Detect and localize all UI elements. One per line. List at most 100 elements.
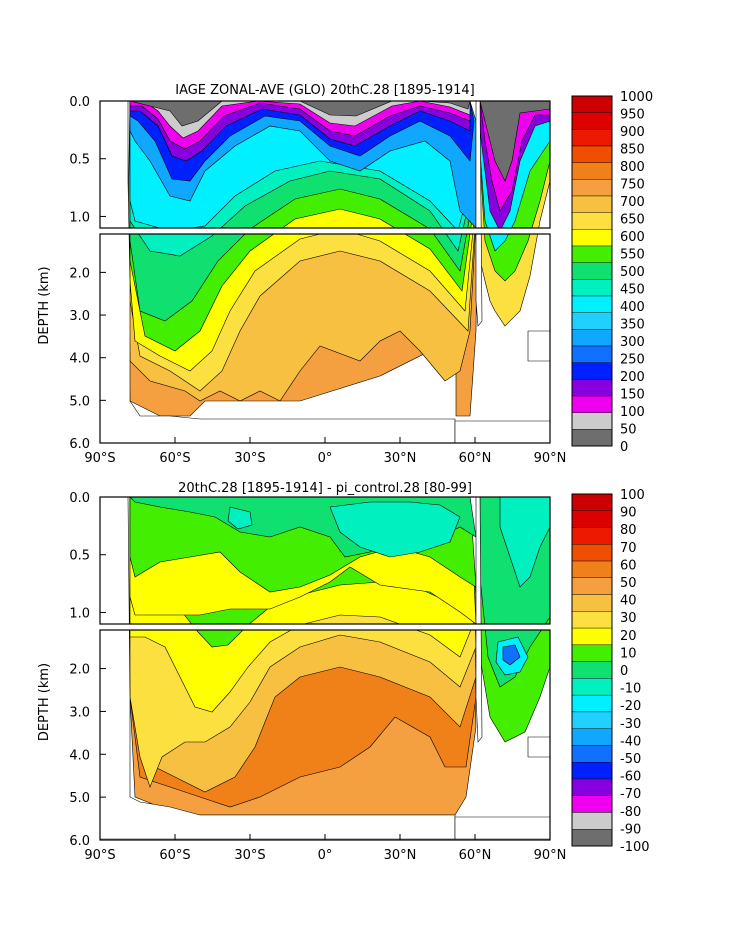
y-tick-label: 2.0 [69,266,90,281]
colorbar-swatch [571,195,613,213]
x-tick-label: 90°N [534,848,567,863]
colorbar-label: 90 [620,506,637,521]
y-tick-label: 4.0 [69,352,90,367]
colorbar-swatch [571,527,613,545]
upper-frame [99,100,551,229]
age-arctic-surface [479,101,550,182]
colorbar-swatch [571,129,613,147]
colorbar-swatch [571,229,613,247]
y-axis-label: DEPTH (km) [37,266,52,344]
colorbar-swatch [571,678,613,696]
colorbar-label: 700 [620,195,645,210]
y-axis-label: DEPTH (km) [37,663,52,741]
chart-title: IAGE ZONAL-AVE (GLO) 20thC.28 [1895-1914… [175,83,475,98]
x-tick-label: 60°S [159,848,190,863]
colorbar-label: 500 [620,265,645,280]
colorbar-label: 80 [620,523,637,538]
x-tick-label: 30°N [384,451,417,466]
colorbar-swatch [571,295,613,313]
colorbar-label: 150 [620,388,645,403]
x-tick-label: 90°S [84,451,115,466]
colorbar-swatch [571,145,613,163]
panel-difference: 20thC.28 [1895-1914] - pi_control.28 [80… [37,481,650,863]
diff-arctic-aqua [499,497,550,588]
colorbar-swatch [571,728,613,746]
colorbar-swatch [571,493,613,511]
colorbar-label: -80 [620,805,641,820]
colorbar-swatch [571,694,613,713]
age-field [100,101,550,443]
colorbar-swatch [571,379,613,397]
x-tick-label: 30°S [234,451,265,466]
colorbar-swatch [571,362,613,380]
colorbar-label: 40 [620,594,637,609]
colorbar-label: 800 [620,160,645,175]
y-tick-label: 0.5 [69,549,90,564]
panel-age: IAGE ZONAL-AVE (GLO) 20thC.28 [1895-1914… [37,83,653,466]
y-tick-label: 6.0 [69,437,90,452]
colorbar-swatch [571,212,613,230]
colorbar-swatch [571,594,613,612]
y-tick-label: 0.5 [69,153,90,168]
colorbar-label: 1000 [620,90,653,105]
colorbar-swatch [571,560,613,579]
colorbar-label: -70 [620,787,641,802]
colorbar-swatch [571,279,613,297]
y-tick-label: 3.0 [69,705,90,720]
colorbar-label: -20 [620,699,641,714]
diff-land-gap [475,497,483,743]
colorbar-label: -90 [620,822,641,837]
colorbar-label: 650 [620,213,645,228]
colorbar-swatch [571,112,613,130]
colorbar-swatch [571,812,613,830]
colorbar-label: 100 [620,405,645,420]
colorbar-label: 30 [620,611,637,626]
colorbar-label: 100 [620,488,645,503]
colorbar-label: -30 [620,717,641,732]
colorbar-swatch [571,179,613,197]
panel-gap [98,624,552,630]
x-tick-label: 60°S [159,451,190,466]
y-tick-label: 5.0 [69,394,90,409]
panel-gap [98,228,552,234]
y-tick-label: 4.0 [69,748,90,763]
y-tick-label: 0.0 [69,95,90,110]
y-tick-label: 5.0 [69,791,90,806]
x-tick-label: 0° [318,848,333,863]
colorbar-swatch [571,245,613,263]
colorbar-label: 400 [620,300,645,315]
colorbar-label: 850 [620,143,645,158]
colorbar-swatch [571,395,613,413]
diff-land-north [454,816,550,840]
colorbar-label: 250 [620,353,645,368]
age-band-50 [129,101,471,127]
colorbar-frame [571,95,613,447]
age-land-south [100,101,456,443]
upper-frame [99,496,551,625]
colorbar-label: 600 [620,230,645,245]
y-tick-label: 6.0 [69,834,90,849]
colorbar-swatch [571,544,613,562]
colorbar-swatch [571,429,613,447]
colorbar-swatch [571,644,613,662]
colorbar-label: 450 [620,283,645,298]
colorbar-label: -100 [620,840,650,855]
y-tick-label: 1.0 [69,210,90,225]
colorbar-label: -10 [620,682,641,697]
colorbar-label: 900 [620,125,645,140]
colorbar-swatch [571,829,613,847]
colorbar-swatch [571,577,613,595]
x-tick-label: 30°S [234,848,265,863]
colorbar-label: 550 [620,248,645,263]
x-tick-label: 0° [318,451,333,466]
diff-upper-aqua2 [227,506,253,530]
y-tick-label: 3.0 [69,309,90,324]
age-land-gap [475,101,483,327]
colorbar-label: 0 [620,664,628,679]
colorbar-swatch [571,795,613,813]
colorbar-label: 200 [620,370,645,385]
colorbar-label: 350 [620,318,645,333]
colorbar-swatch [571,312,613,330]
x-tick-label: 30°N [384,848,417,863]
